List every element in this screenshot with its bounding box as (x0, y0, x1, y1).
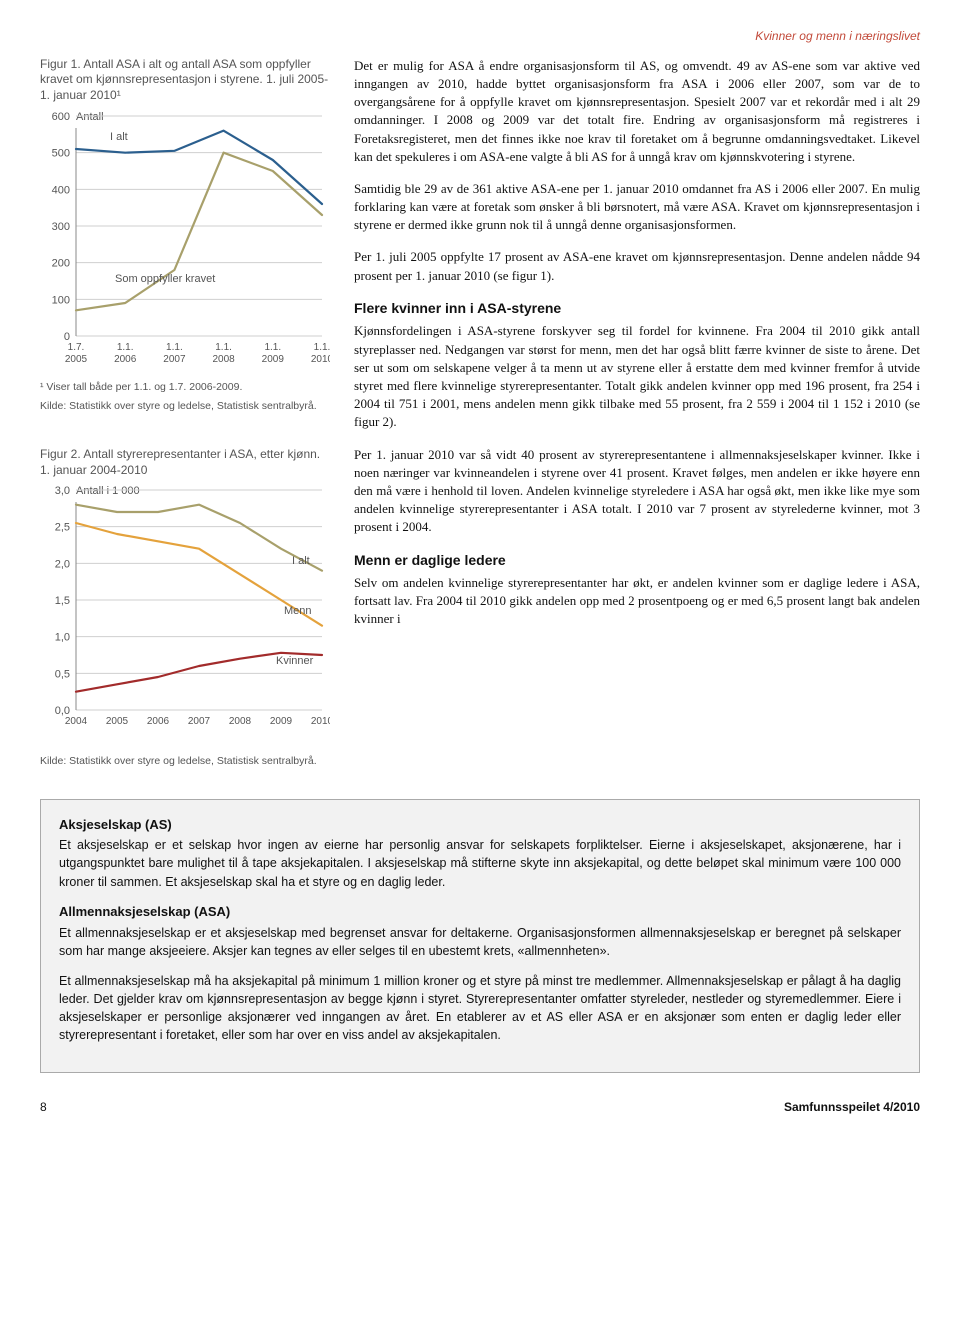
body-p5: Per 1. januar 2010 var så vidt 40 prosen… (354, 446, 920, 537)
fig1-source: Kilde: Statistikk over styre og ledelse,… (40, 400, 330, 413)
body-p1: Det er mulig for ASA å endre organisasjo… (354, 57, 920, 166)
fig1-chart: Antall01002003004005006001.7.20051.1.200… (40, 110, 330, 370)
svg-text:1.1.: 1.1. (117, 342, 134, 353)
infobox-p2: Et allmennaksjeselskap er et aksjeselska… (59, 924, 901, 960)
svg-text:Kvinner: Kvinner (276, 655, 314, 667)
svg-text:2008: 2008 (212, 354, 235, 365)
svg-text:Som oppfyller kravet: Som oppfyller kravet (115, 273, 215, 285)
body-p2: Samtidig ble 29 av de 361 aktive ASA-ene… (354, 180, 920, 235)
svg-text:1,0: 1,0 (55, 632, 70, 644)
fig2-chart: Antall i 1 0000,00,51,01,52,02,53,020042… (40, 484, 330, 744)
page-number: 8 (40, 1099, 47, 1116)
svg-text:2007: 2007 (163, 354, 186, 365)
page-footer: 8 Samfunnsspeilet 4/2010 (40, 1099, 920, 1116)
infobox-p1: Et aksjeselskap er et selskap hvor ingen… (59, 836, 901, 890)
svg-text:2010: 2010 (311, 354, 330, 365)
body-h1: Flere kvinner inn i ASA-styrene (354, 299, 920, 319)
svg-text:1.1.: 1.1. (166, 342, 183, 353)
svg-text:1.7.: 1.7. (68, 342, 85, 353)
svg-text:100: 100 (52, 294, 70, 306)
svg-text:2009: 2009 (270, 716, 293, 727)
fig1-footnote: ¹ Viser tall både per 1.1. og 1.7. 2006-… (40, 381, 330, 394)
svg-text:2008: 2008 (229, 716, 252, 727)
svg-text:200: 200 (52, 257, 70, 269)
svg-text:2006: 2006 (114, 354, 137, 365)
svg-text:1.1.: 1.1. (314, 342, 330, 353)
svg-text:I alt: I alt (292, 555, 310, 567)
svg-text:2009: 2009 (262, 354, 285, 365)
svg-text:500: 500 (52, 147, 70, 159)
fig2-source: Kilde: Statistikk over styre og ledelse,… (40, 755, 330, 768)
fig2-title: Figur 2. Antall styrerepresentanter i AS… (40, 447, 330, 478)
svg-text:I alt: I alt (110, 131, 128, 143)
info-box: Aksjeselskap (AS) Et aksjeselskap er et … (40, 799, 920, 1074)
issue-label: Samfunnsspeilet 4/2010 (784, 1099, 920, 1116)
svg-text:Antall: Antall (76, 111, 104, 123)
svg-text:1.1.: 1.1. (215, 342, 232, 353)
svg-text:2010: 2010 (311, 716, 330, 727)
body-p3: Per 1. juli 2005 oppfylte 17 prosent av … (354, 248, 920, 284)
body-p6: Selv om andelen kvinnelige styrerepresen… (354, 574, 920, 629)
svg-text:2,5: 2,5 (55, 522, 70, 534)
running-header: Kvinner og menn i næringslivet (40, 28, 920, 45)
svg-text:300: 300 (52, 221, 70, 233)
svg-text:1,5: 1,5 (55, 595, 70, 607)
svg-text:0,5: 0,5 (55, 669, 70, 681)
svg-text:2004: 2004 (65, 716, 88, 727)
infobox-p3: Et allmennaksjeselskap må ha aksjekapita… (59, 972, 901, 1045)
svg-text:600: 600 (52, 111, 70, 123)
right-column: Det er mulig for ASA å endre organisasjo… (354, 57, 920, 769)
svg-text:2007: 2007 (188, 716, 211, 727)
infobox-h1: Aksjeselskap (AS) (59, 816, 901, 835)
body-p4: Kjønnsfordelingen i ASA-styrene forskyve… (354, 322, 920, 431)
left-column: Figur 1. Antall ASA i alt og antall ASA … (40, 57, 330, 769)
fig1-title: Figur 1. Antall ASA i alt og antall ASA … (40, 57, 330, 104)
svg-text:1.1.: 1.1. (264, 342, 281, 353)
svg-text:2005: 2005 (65, 354, 88, 365)
svg-text:3,0: 3,0 (55, 485, 70, 497)
svg-text:Menn: Menn (284, 605, 312, 617)
svg-text:2,0: 2,0 (55, 559, 70, 571)
body-h2: Menn er daglige ledere (354, 551, 920, 571)
svg-text:400: 400 (52, 184, 70, 196)
svg-text:2006: 2006 (147, 716, 170, 727)
infobox-h2: Allmennaksjeselskap (ASA) (59, 903, 901, 922)
svg-text:2005: 2005 (106, 716, 129, 727)
svg-text:Antall i 1 000: Antall i 1 000 (76, 485, 140, 497)
